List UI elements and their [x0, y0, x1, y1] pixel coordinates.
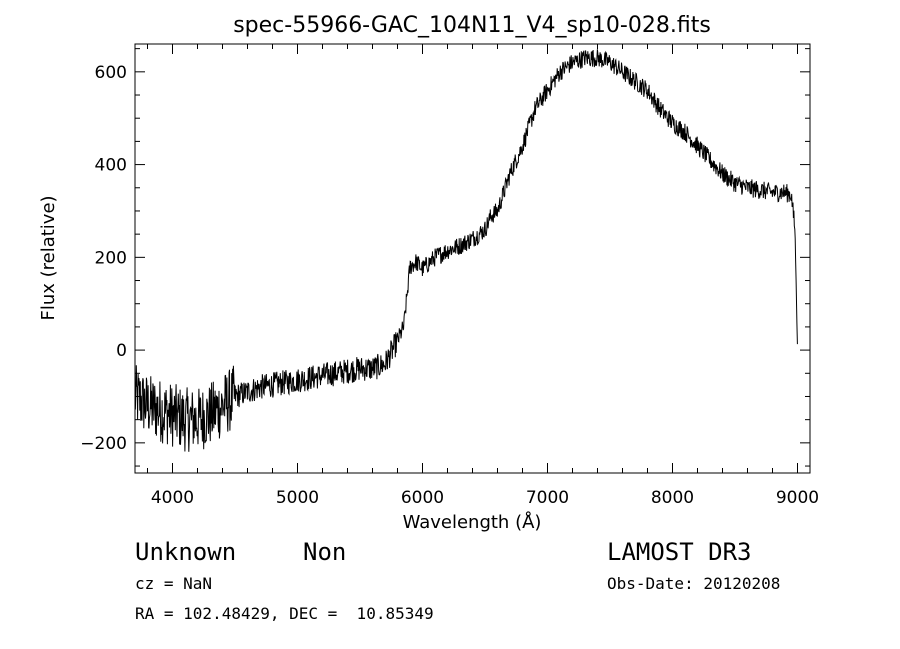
object-subclass: Non — [303, 538, 347, 566]
plot-frame — [134, 43, 811, 474]
x-tick-label: 8000 — [651, 488, 694, 508]
x-tick-label: 9000 — [776, 488, 819, 508]
y-axis-label: Flux (relative) — [38, 195, 59, 320]
y-tick-label: −200 — [80, 434, 127, 454]
y-tick-label: 600 — [95, 63, 127, 83]
x-tick-label: 6000 — [401, 488, 444, 508]
x-axis-label: Wavelength (Å) — [403, 511, 542, 533]
y-tick-label: 400 — [95, 156, 127, 176]
chart-title: spec-55966-GAC_104N11_V4_sp10-028.fits — [233, 13, 711, 38]
coordinates: RA = 102.48429, DEC = 10.85349 — [135, 604, 434, 623]
y-tick-label: 200 — [95, 248, 127, 268]
y-tick-labels: −200 0 200 400 600 — [80, 63, 127, 454]
y-tick-label: 0 — [116, 341, 127, 361]
x-tick-label: 7000 — [526, 488, 569, 508]
series-line-spectrum — [134, 49, 798, 452]
x-tick-label: 4000 — [151, 488, 194, 508]
x-tick-label: 5000 — [276, 488, 319, 508]
axis-ticks — [135, 44, 810, 473]
redshift-cz: cz = NaN — [135, 574, 213, 593]
survey-label: LAMOST DR3 — [607, 538, 752, 566]
obs-date: Obs-Date: 20120208 — [607, 574, 781, 593]
object-class: Unknown — [135, 538, 237, 566]
x-tick-labels: 4000 5000 6000 7000 8000 9000 — [151, 488, 819, 508]
